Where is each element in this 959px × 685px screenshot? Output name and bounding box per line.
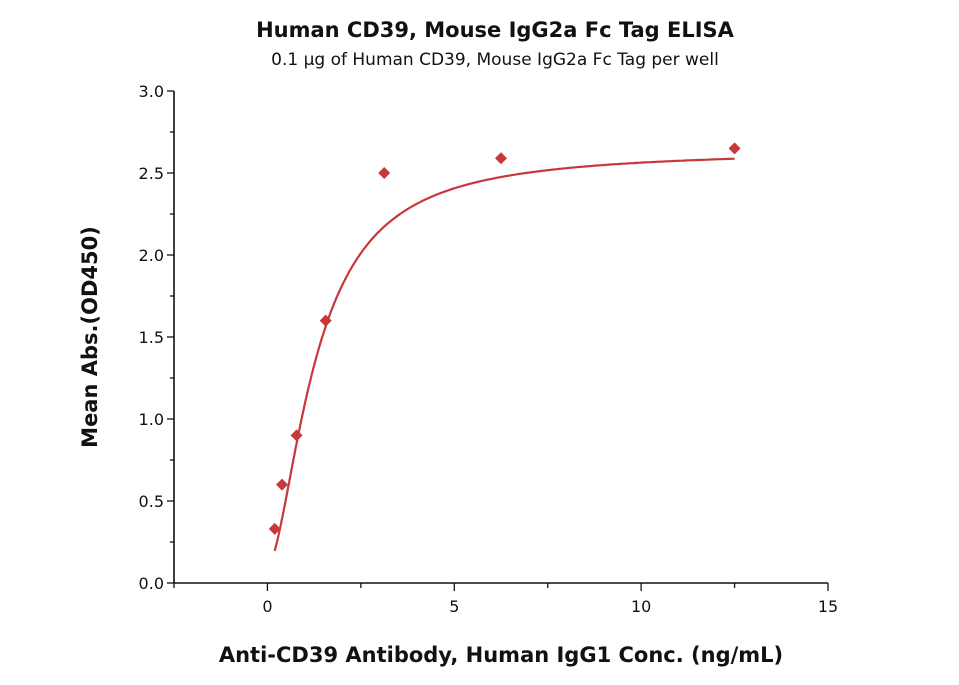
data-point bbox=[276, 478, 289, 491]
y-axis-label: Mean Abs.(OD450) bbox=[78, 226, 102, 448]
data-point bbox=[290, 429, 303, 442]
data-point bbox=[378, 167, 391, 179]
data-point bbox=[728, 142, 741, 155]
y-tick-label: 1.5 bbox=[139, 328, 164, 347]
y-tick-label: 2.0 bbox=[139, 246, 164, 265]
fit-curve bbox=[273, 157, 735, 552]
chart-subtitle: 0.1 µg of Human CD39, Mouse IgG2a Fc Tag… bbox=[271, 50, 719, 70]
y-tick-label: 0.5 bbox=[139, 492, 164, 511]
data-point bbox=[495, 152, 507, 165]
y-tick-label: 1.0 bbox=[139, 410, 164, 429]
y-tick-label: 0.0 bbox=[139, 574, 164, 593]
data-point bbox=[268, 522, 281, 535]
x-tick-label: 5 bbox=[449, 597, 459, 616]
y-tick-label: 3.0 bbox=[139, 82, 164, 101]
x-tick-label: 0 bbox=[262, 597, 272, 616]
chart-title: Human CD39, Mouse IgG2a Fc Tag ELISA bbox=[256, 18, 734, 42]
x-tick-label: 15 bbox=[818, 597, 838, 616]
x-tick-label: 10 bbox=[631, 597, 651, 616]
y-tick-label: 2.5 bbox=[139, 164, 164, 183]
data-point bbox=[319, 314, 332, 327]
x-axis-label: Anti-CD39 Antibody, Human IgG1 Conc. (ng… bbox=[219, 643, 783, 667]
